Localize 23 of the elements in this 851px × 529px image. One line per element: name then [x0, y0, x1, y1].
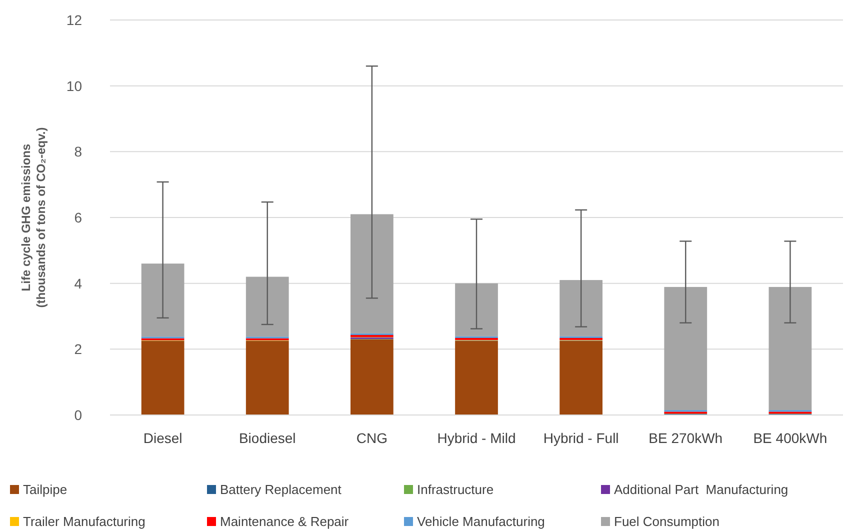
y-tick-label: 10: [66, 78, 82, 94]
legend-label: Trailer Manufacturing: [23, 514, 146, 529]
y-tick-label: 12: [66, 12, 82, 28]
x-tick-label: Hybrid - Mild: [437, 430, 516, 446]
legend-label: Maintenance & Repair: [220, 514, 350, 529]
legend-label: Infrastructure: [417, 482, 494, 497]
x-tick-label: Diesel: [143, 430, 182, 446]
x-tick-label: Hybrid - Full: [543, 430, 619, 446]
y-tick-label: 4: [74, 275, 82, 292]
y-axis-title: Life cycle GHG emissions (thousands of tons of CO₂-eqv.): [19, 127, 48, 308]
y-tick-label: 2: [74, 341, 82, 358]
x-tick-label: BE 270kWh: [648, 430, 723, 446]
y-tick-label: 6: [74, 210, 82, 226]
legend-label: Fuel Consumption: [614, 514, 720, 529]
legend-label: Tailpipe: [23, 482, 68, 497]
legend-label: Additional Part Manufacturing: [614, 482, 788, 497]
legend-label: Battery Replacement: [220, 482, 342, 497]
x-tick-label: Biodiesel: [238, 430, 296, 446]
x-tick-label: BE 400kWh: [753, 430, 828, 446]
legend-label: Vehicle Manufacturing: [417, 514, 545, 529]
y-tick-label: 8: [74, 144, 82, 160]
y-tick-label: 0: [74, 407, 82, 423]
x-tick-label: CNG: [356, 430, 388, 446]
